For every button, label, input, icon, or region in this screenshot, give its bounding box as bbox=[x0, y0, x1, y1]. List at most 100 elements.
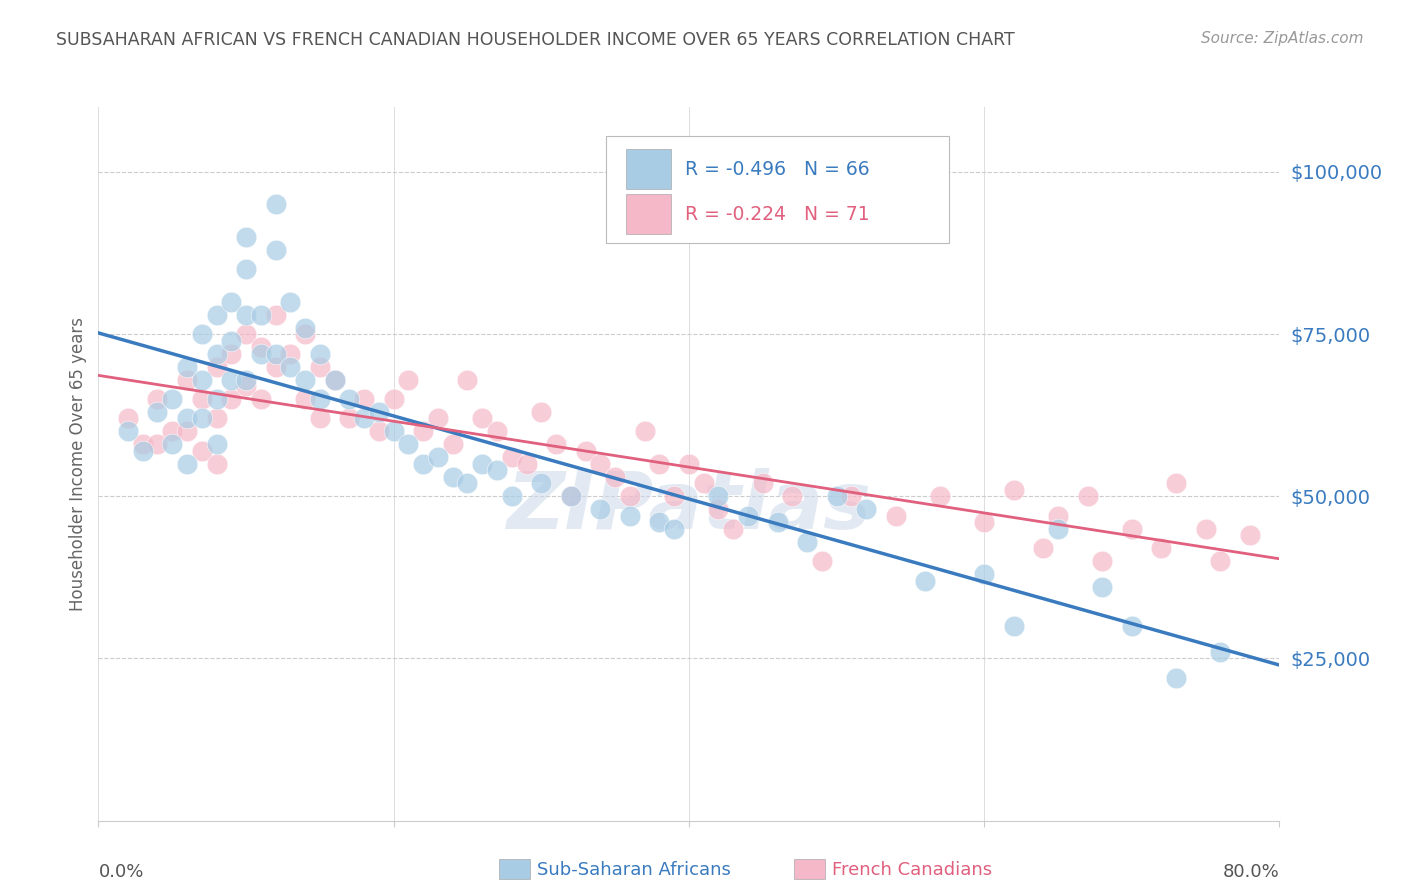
Point bbox=[368, 405, 391, 419]
Point bbox=[278, 359, 302, 374]
Point bbox=[1239, 528, 1261, 542]
Point bbox=[619, 489, 641, 503]
Point bbox=[648, 457, 671, 471]
Point bbox=[368, 425, 391, 439]
Point bbox=[1121, 522, 1143, 536]
Point bbox=[278, 294, 302, 309]
Point bbox=[810, 554, 832, 568]
Point bbox=[1091, 554, 1114, 568]
Point bbox=[693, 476, 716, 491]
Point bbox=[250, 346, 273, 360]
Point bbox=[176, 411, 198, 425]
Point bbox=[782, 489, 804, 503]
Point bbox=[825, 489, 848, 503]
Point bbox=[205, 411, 228, 425]
Point bbox=[235, 327, 257, 342]
Text: 0.0%: 0.0% bbox=[98, 863, 143, 881]
Point bbox=[250, 340, 273, 354]
Point bbox=[162, 437, 183, 451]
Point bbox=[471, 411, 494, 425]
Point bbox=[530, 405, 553, 419]
Point bbox=[427, 450, 450, 465]
Point bbox=[1195, 522, 1218, 536]
Point bbox=[219, 392, 242, 406]
Y-axis label: Householder Income Over 65 years: Householder Income Over 65 years bbox=[69, 317, 87, 611]
Point bbox=[205, 437, 228, 451]
Point bbox=[855, 502, 877, 516]
Point bbox=[264, 197, 287, 211]
Point bbox=[294, 320, 316, 334]
Point bbox=[117, 411, 139, 425]
Point bbox=[412, 425, 434, 439]
Point bbox=[309, 359, 332, 374]
Point bbox=[633, 425, 655, 439]
Point bbox=[176, 425, 198, 439]
Point bbox=[264, 243, 287, 257]
Point bbox=[1164, 671, 1187, 685]
Point bbox=[176, 372, 198, 386]
Point bbox=[294, 392, 316, 406]
Point bbox=[928, 489, 950, 503]
Point bbox=[117, 425, 139, 439]
Point bbox=[309, 392, 332, 406]
Point bbox=[205, 392, 228, 406]
Point bbox=[1046, 522, 1069, 536]
Point bbox=[412, 457, 434, 471]
Point bbox=[441, 437, 464, 451]
Point bbox=[796, 534, 818, 549]
Point bbox=[250, 308, 273, 322]
Text: 80.0%: 80.0% bbox=[1223, 863, 1279, 881]
Point bbox=[1046, 508, 1069, 523]
Point bbox=[250, 392, 273, 406]
Point bbox=[471, 457, 494, 471]
Point bbox=[176, 457, 198, 471]
Point bbox=[132, 443, 155, 458]
Point bbox=[544, 437, 567, 451]
Point bbox=[191, 392, 214, 406]
Text: R = -0.496   N = 66: R = -0.496 N = 66 bbox=[685, 160, 870, 178]
Point bbox=[219, 346, 242, 360]
Point bbox=[146, 405, 169, 419]
Point bbox=[589, 502, 612, 516]
Text: Sub-Saharan Africans: Sub-Saharan Africans bbox=[537, 861, 731, 879]
Point bbox=[337, 392, 360, 406]
Point bbox=[353, 411, 375, 425]
Point bbox=[1077, 489, 1099, 503]
Point bbox=[278, 346, 302, 360]
Point bbox=[427, 411, 450, 425]
Point bbox=[973, 515, 995, 529]
Point bbox=[501, 489, 523, 503]
Point bbox=[323, 372, 346, 386]
Point bbox=[560, 489, 582, 503]
Point bbox=[664, 489, 686, 503]
Point bbox=[219, 294, 242, 309]
Point bbox=[205, 457, 228, 471]
Point bbox=[664, 522, 686, 536]
Point bbox=[191, 327, 214, 342]
Point bbox=[560, 489, 582, 503]
Point bbox=[132, 437, 155, 451]
Point bbox=[766, 515, 789, 529]
Point bbox=[515, 457, 537, 471]
Point bbox=[648, 515, 671, 529]
Point bbox=[914, 574, 936, 588]
Point bbox=[235, 229, 257, 244]
Point bbox=[501, 450, 523, 465]
Point bbox=[146, 437, 169, 451]
Point bbox=[309, 346, 332, 360]
Point bbox=[205, 346, 228, 360]
Point bbox=[884, 508, 907, 523]
Point bbox=[1002, 619, 1025, 633]
Text: French Canadians: French Canadians bbox=[832, 861, 993, 879]
Point bbox=[205, 308, 228, 322]
Point bbox=[456, 476, 478, 491]
Point bbox=[839, 489, 862, 503]
Point bbox=[323, 372, 346, 386]
Point bbox=[737, 508, 759, 523]
FancyBboxPatch shape bbox=[626, 194, 671, 234]
Point bbox=[530, 476, 553, 491]
Point bbox=[707, 489, 730, 503]
Point bbox=[294, 372, 316, 386]
Text: ZIPatlas: ZIPatlas bbox=[506, 467, 872, 546]
Point bbox=[456, 372, 478, 386]
